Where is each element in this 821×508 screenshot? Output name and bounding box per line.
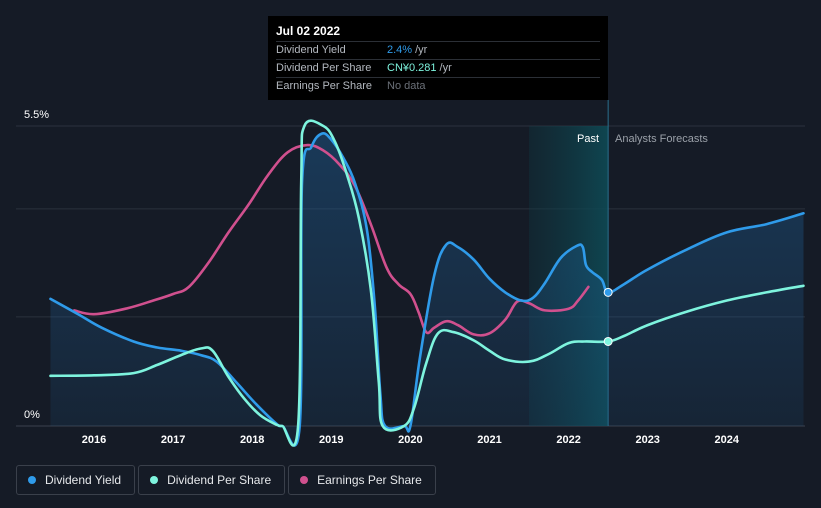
x-tick-label: 2018 — [240, 434, 264, 446]
legend-dot-icon — [28, 476, 36, 484]
tooltip-row-earnings-per-share: Earnings Per Share No data — [276, 77, 600, 95]
x-tick-label: 2020 — [398, 434, 422, 446]
legend-label: Dividend Yield — [45, 473, 122, 487]
forecast-label: Analysts Forecasts — [615, 133, 708, 145]
y-axis-bottom-label: 0% — [24, 409, 40, 421]
tooltip-label: Dividend Per Share — [276, 62, 372, 74]
x-tick-label: 2024 — [715, 434, 740, 446]
legend-item-dividend-yield[interactable]: Dividend Yield — [16, 465, 136, 495]
point-marker-dividend_yield — [603, 287, 613, 297]
y-axis-top-label: 5.5% — [24, 109, 49, 121]
legend-dot-icon — [300, 476, 309, 484]
tooltip-unit: /yr — [439, 62, 452, 74]
chart-legend: Dividend Yield Dividend Per Share Earnin… — [16, 465, 436, 495]
tooltip-value: No data — [387, 80, 426, 92]
x-tick-label: 2022 — [556, 434, 580, 446]
series-line-dividend_per_share — [49, 119, 805, 447]
x-tick-label: 2019 — [319, 434, 343, 446]
x-tick-label: 2023 — [635, 434, 659, 446]
axis-labels: 5.5% 0% Past Analysts Forecasts — [24, 109, 708, 421]
tooltip-label: Dividend Yield — [276, 44, 346, 56]
x-axis-ticks: 2016 2017 2018 2019 2020 2021 2022 2023 2024 — [82, 434, 740, 446]
hover-tooltip: Jul 02 2022 Dividend Yield 2.4% /yr Divi… — [268, 16, 608, 100]
x-tick-label: 2017 — [161, 434, 185, 446]
legend-label: Dividend Per Share — [167, 473, 272, 487]
x-tick-label: 2021 — [477, 434, 501, 446]
legend-label: Earnings Per Share — [317, 473, 422, 487]
series-line-earnings_per_share — [72, 143, 590, 337]
legend-dot-icon — [150, 476, 159, 484]
area-layer — [50, 133, 804, 446]
tooltip-label: Earnings Per Share — [276, 80, 372, 92]
series-area-dividend_yield — [50, 133, 804, 446]
tooltip-row-dividend-yield: Dividend Yield 2.4% /yr — [276, 41, 600, 59]
tooltip-value: 2.4% — [387, 44, 413, 56]
legend-item-dividend-per-share[interactable]: Dividend Per Share — [138, 465, 286, 495]
tooltip-date: Jul 02 2022 — [276, 24, 341, 38]
marker-layer — [603, 287, 613, 346]
tooltip-value: CN¥0.281 — [387, 62, 437, 74]
legend-item-earnings-per-share[interactable]: Earnings Per Share — [288, 465, 436, 495]
x-tick-label: 2016 — [82, 434, 106, 446]
tooltip-row-dividend-per-share: Dividend Per Share CN¥0.281 /yr — [276, 59, 600, 77]
line-layer — [49, 119, 805, 447]
point-marker-dividend_per_share — [603, 336, 613, 346]
past-label: Past — [577, 133, 599, 145]
tooltip-unit: /yr — [415, 44, 428, 56]
